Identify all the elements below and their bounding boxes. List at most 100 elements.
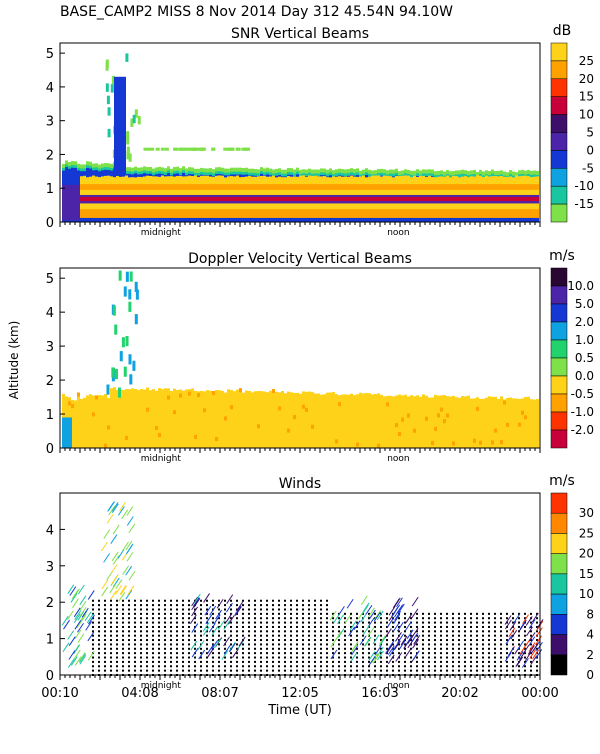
- snr-red-cell: [305, 197, 308, 202]
- wind-missing-dot: [134, 656, 136, 659]
- wind-missing-dot: [512, 665, 514, 668]
- doppler-cell: [221, 390, 224, 448]
- wind-missing-dot: [494, 625, 496, 628]
- doppler-plume-cell: [111, 367, 115, 378]
- snr-orange-cell: [113, 184, 116, 190]
- wind-missing-dot: [116, 608, 118, 611]
- doppler-cell: [269, 390, 272, 448]
- wind-missing-dot: [452, 639, 454, 642]
- wind-barb: [202, 622, 210, 632]
- wind-missing-dot: [488, 612, 490, 615]
- snr-plume-cell: [106, 95, 110, 105]
- doppler-cell-orange: [356, 442, 359, 447]
- wind-missing-dot: [434, 660, 436, 663]
- wind-missing-dot: [428, 617, 430, 620]
- wind-barb: [223, 644, 231, 655]
- wind-missing-dot: [170, 630, 172, 633]
- snr-orange-cell: [176, 184, 179, 190]
- wind-missing-dot: [506, 660, 508, 663]
- wind-missing-dot: [410, 660, 412, 663]
- wind-missing-dot: [494, 612, 496, 615]
- wind-missing-dot: [356, 630, 358, 633]
- colorbar-swatch: [550, 492, 568, 514]
- wind-missing-dot: [194, 660, 196, 663]
- snr-red-cell: [188, 197, 191, 202]
- wind-barb: [63, 619, 70, 630]
- wind-missing-dot: [434, 669, 436, 672]
- wind-missing-dot: [134, 647, 136, 650]
- snr-plume-cell: [111, 75, 115, 85]
- wind-missing-dot: [344, 634, 346, 637]
- wind-missing-dot: [536, 612, 538, 615]
- snr-speck: [245, 147, 250, 151]
- snr-red-cell: [386, 197, 389, 202]
- doppler-cell: [407, 396, 410, 448]
- wind-missing-dot: [110, 656, 112, 659]
- snr-orange-cell: [533, 209, 536, 218]
- wind-barb: [223, 620, 231, 630]
- snr-orange-cell: [479, 209, 482, 218]
- wind-missing-dot: [272, 621, 274, 624]
- wind-missing-dot: [152, 656, 154, 659]
- wind-missing-dot: [236, 634, 238, 637]
- wind-missing-dot: [278, 608, 280, 611]
- wind-missing-dot: [368, 665, 370, 668]
- snr-red-cell: [224, 197, 227, 202]
- snr-orange-cell: [290, 209, 293, 218]
- wind-missing-dot: [146, 652, 148, 655]
- wind-barb: [344, 614, 351, 625]
- wind-missing-dot: [224, 612, 226, 615]
- wind-missing-dot: [536, 617, 538, 620]
- snr-red-cell: [89, 197, 92, 202]
- wind-missing-dot: [110, 612, 112, 615]
- colorbar-swatch: [550, 429, 568, 449]
- wind-missing-dot: [464, 669, 466, 672]
- wind-barb: [359, 635, 367, 646]
- wind-missing-dot: [470, 634, 472, 637]
- snr-orange-cell: [377, 209, 380, 218]
- wind-missing-dot: [320, 612, 322, 615]
- wind-missing-dot: [332, 665, 334, 668]
- wind-missing-dot: [326, 599, 328, 602]
- wind-missing-dot: [314, 647, 316, 650]
- wind-missing-dot: [254, 660, 256, 663]
- snr-orange-cell: [398, 184, 401, 190]
- doppler-cell-orange: [500, 440, 503, 445]
- snr-red-cell: [200, 197, 203, 202]
- wind-missing-dot: [116, 634, 118, 637]
- wind-barb: [337, 606, 345, 616]
- snr-orange-cell: [80, 209, 83, 218]
- doppler-cell-orange: [395, 423, 398, 428]
- wind-missing-dot: [500, 630, 502, 633]
- wind-missing-dot: [140, 625, 142, 628]
- wind-missing-dot: [188, 665, 190, 668]
- wind-missing-dot: [134, 630, 136, 633]
- snr-orange-cell: [455, 184, 458, 190]
- doppler-cell: [146, 387, 149, 448]
- snr-red-cell: [395, 197, 398, 202]
- snr-red-cell: [527, 197, 530, 202]
- snr-red-cell: [440, 197, 443, 202]
- wind-missing-dot: [308, 621, 310, 624]
- wind-missing-dot: [314, 669, 316, 672]
- wind-missing-dot: [374, 612, 376, 615]
- wind-missing-dot: [134, 617, 136, 620]
- doppler-cell: [212, 391, 215, 448]
- doppler-cell: [104, 394, 107, 448]
- wind-barb: [337, 628, 345, 638]
- wind-missing-dot: [440, 639, 442, 642]
- wind-barb: [191, 647, 199, 658]
- wind-missing-dot: [494, 660, 496, 663]
- wind-missing-dot: [392, 621, 394, 624]
- snr-orange-cell: [317, 184, 320, 190]
- wind-barb: [351, 645, 358, 656]
- doppler-cell: [377, 393, 380, 448]
- station-header: BASE_CAMP2 MISS 8 Nov 2014 Day 312 45.54…: [60, 4, 453, 20]
- doppler-cell: [311, 392, 314, 448]
- snr-orange-cell: [125, 209, 128, 218]
- wind-barb: [115, 584, 123, 595]
- snr-orange-cell: [152, 184, 155, 190]
- snr-red-cell: [140, 197, 143, 202]
- wind-barb: [364, 636, 372, 647]
- wind-missing-dot: [98, 617, 100, 620]
